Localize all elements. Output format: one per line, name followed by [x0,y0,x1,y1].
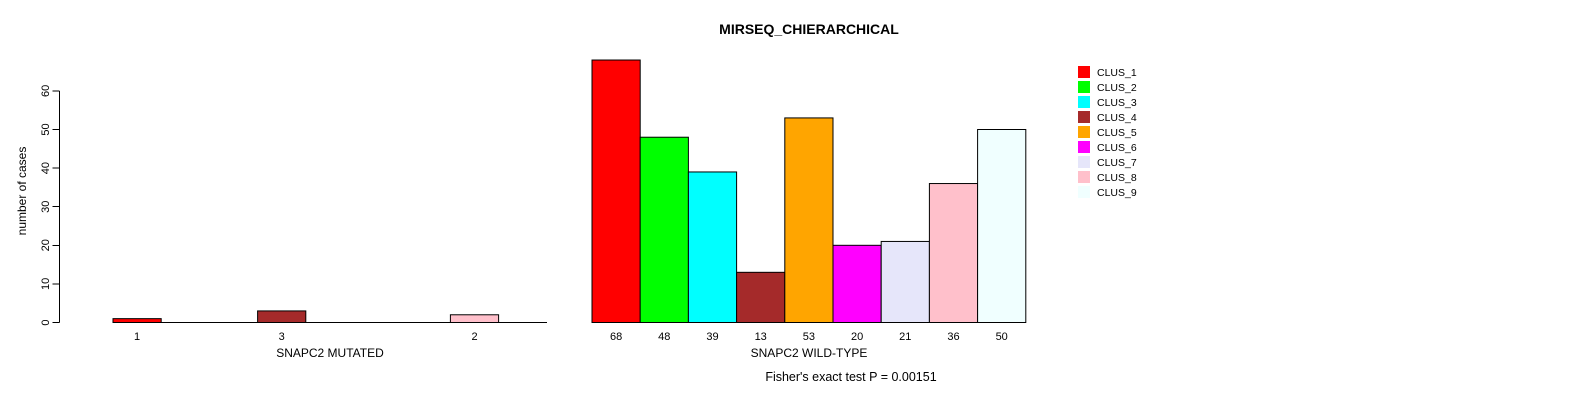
legend-swatch-clus_5 [1078,126,1090,138]
y-axis: 0 10 20 30 40 50 60 [40,85,60,326]
bar-count-label: 53 [803,331,815,343]
bar-clus_8 [449,314,500,323]
legend-label: CLUS_6 [1097,142,1137,154]
legend-label: CLUS_1 [1097,67,1137,79]
x-axis-label-wildtype: SNAPC2 WILD-TYPE [751,346,868,360]
legend-swatch-clus_3 [1078,96,1090,108]
legend: CLUS_1 CLUS_2 CLUS_3 CLUS_4 CLUS_5 CLUS_6 CLUS… [1078,66,1137,199]
bar-count-label: 1 [134,331,140,343]
y-tick-label: 60 [40,85,52,97]
panel-wildtype: 68 48 39 13 53 20 21 36 50 [591,59,1027,343]
bar-clus_2 [639,136,689,323]
bar-clus_4 [736,271,786,324]
bar-clus_5 [784,117,834,323]
legend-label: CLUS_4 [1097,112,1137,124]
panel-mutated: 1 3 2 [112,310,547,343]
legend-swatch-clus_7 [1078,156,1090,168]
legend-swatch-clus_9 [1078,186,1090,198]
bar-count-label: 2 [471,331,477,343]
bar-clus_8 [928,183,979,323]
legend-swatch-clus_2 [1078,81,1090,93]
legend-swatch-clus_1 [1078,66,1090,78]
y-axis-label: number of cases [15,147,29,236]
y-tick-label: 40 [40,162,52,174]
bar-clus_4 [257,310,307,324]
bar-count-label: 3 [279,331,285,343]
bar-count-label: 13 [755,331,767,343]
bar-clus_1 [591,59,641,324]
bar-count-label: 39 [706,331,718,343]
legend-label: CLUS_7 [1097,157,1137,169]
chart-title: MIRSEQ_CHIERARCHICAL [719,21,899,37]
legend-label: CLUS_5 [1097,127,1137,139]
bar-clus_6 [832,244,882,323]
y-tick-label: 20 [40,239,52,251]
bar-count-label: 50 [996,331,1008,343]
legend-swatch-clus_8 [1078,171,1090,183]
legend-label: CLUS_3 [1097,97,1137,109]
bar-count-label: 48 [658,331,670,343]
y-tick-label: 50 [40,123,52,135]
bar-count-label: 36 [947,331,959,343]
bar-count-label: 21 [899,331,911,343]
bar-clus_9 [977,129,1027,323]
legend-label: CLUS_8 [1097,172,1137,184]
legend-swatch-clus_6 [1078,141,1090,153]
fisher-test-annotation: Fisher's exact test P = 0.00151 [765,370,936,384]
y-tick-label: 0 [40,319,52,325]
legend-label: CLUS_9 [1097,187,1137,199]
bar-clus_3 [687,171,738,323]
legend-label: CLUS_2 [1097,82,1137,94]
bar-count-label: 68 [610,331,622,343]
y-tick-label: 30 [40,201,52,213]
bar-clus_7 [880,240,930,323]
legend-swatch-clus_4 [1078,111,1090,123]
y-tick-label: 10 [40,278,52,290]
bar-clus_1 [112,318,162,324]
x-axis-label-mutated: SNAPC2 MUTATED [276,346,384,360]
bar-count-label: 20 [851,331,863,343]
